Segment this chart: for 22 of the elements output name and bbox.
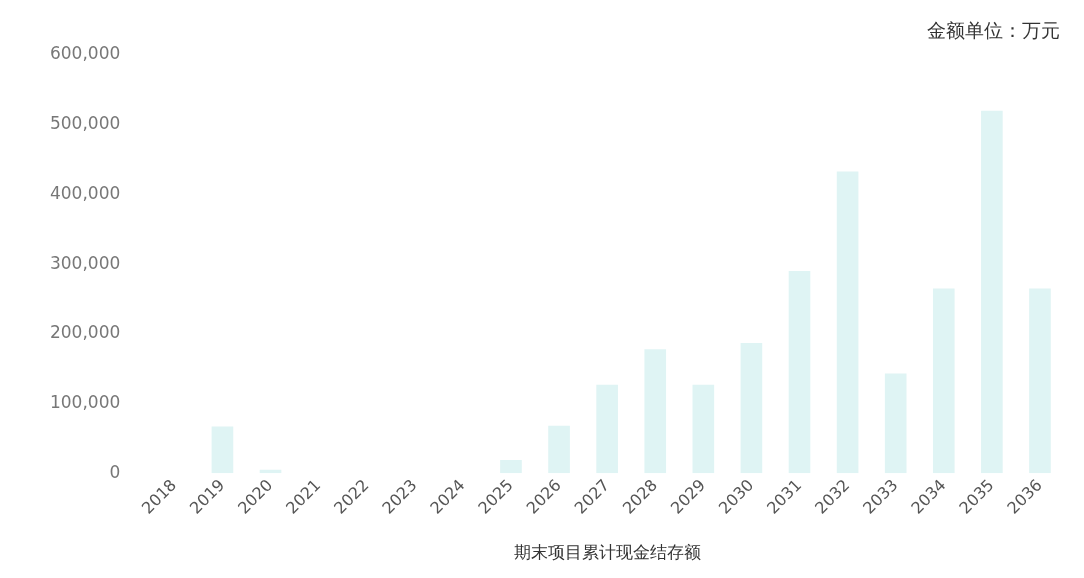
bar <box>211 426 234 474</box>
bar <box>644 349 667 474</box>
bar <box>548 425 570 474</box>
bar <box>596 384 618 474</box>
bar <box>932 288 955 474</box>
bar <box>836 171 859 474</box>
y-tick-label: 500,000 <box>49 113 121 134</box>
text: 金额单位：万元 <box>927 18 1060 43</box>
bar <box>981 110 1003 474</box>
bar <box>788 271 811 474</box>
y-tick-label: 100,000 <box>49 391 121 412</box>
y-tick-label: 300,000 <box>49 252 121 273</box>
bar <box>1029 288 1051 474</box>
y-tick-label: 400,000 <box>49 182 121 203</box>
y-tick-label: 0 <box>109 461 121 482</box>
bar <box>692 384 715 474</box>
x-axis-title: 期末项目累计现金结存额 <box>513 542 701 563</box>
bar <box>884 373 907 474</box>
bar <box>500 459 522 474</box>
y-tick-label: 200,000 <box>49 322 121 343</box>
y-tick-label: 600,000 <box>49 43 121 64</box>
bar <box>740 342 763 474</box>
